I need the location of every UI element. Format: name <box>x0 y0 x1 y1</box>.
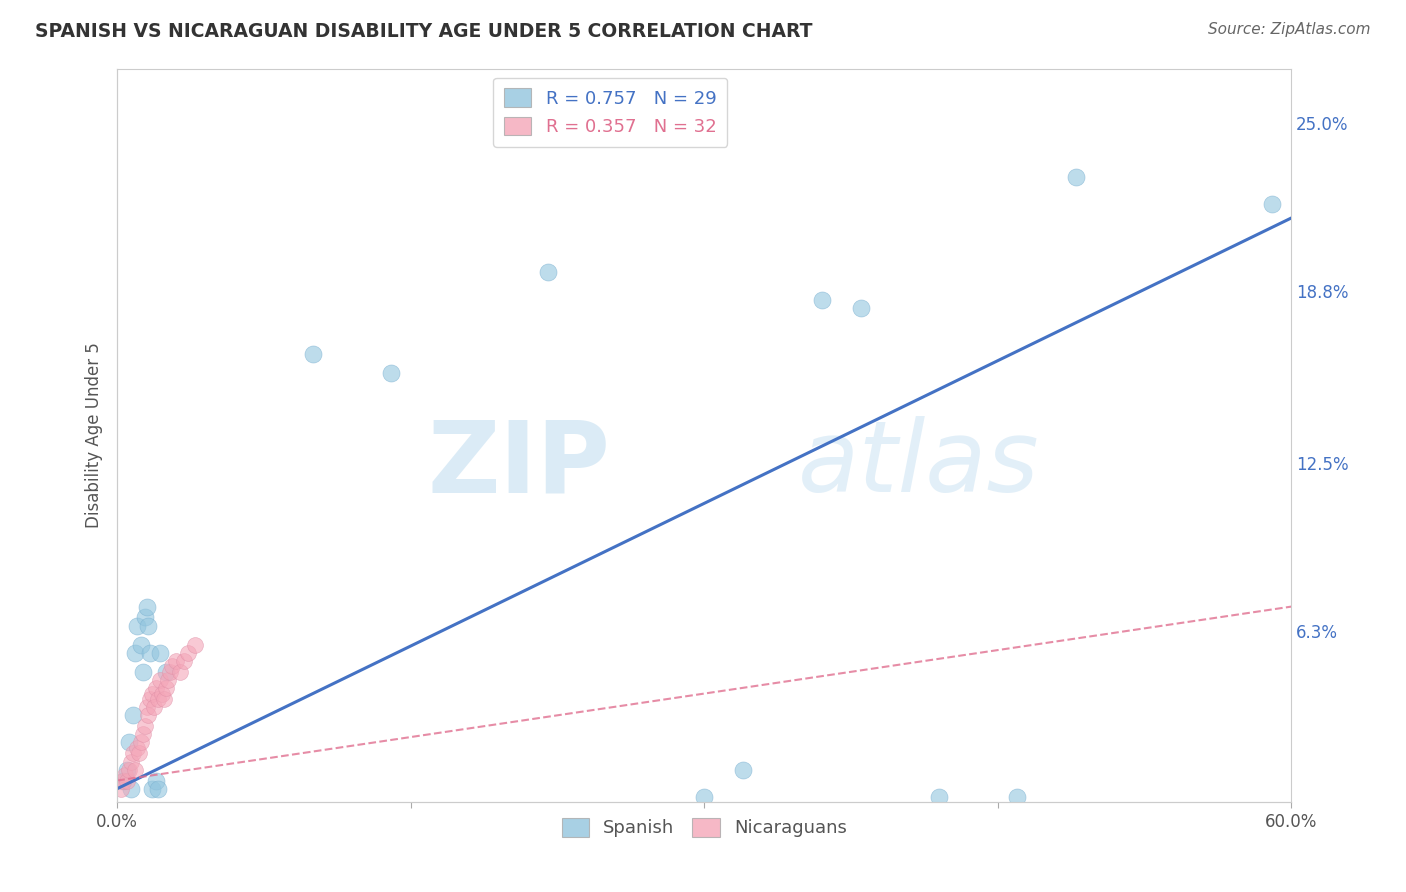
Point <box>143 700 166 714</box>
Point <box>120 755 142 769</box>
Point <box>149 673 172 687</box>
Point <box>121 708 143 723</box>
Point <box>733 763 755 777</box>
Point <box>115 763 138 777</box>
Point <box>112 773 135 788</box>
Point <box>149 646 172 660</box>
Point <box>118 763 141 777</box>
Point <box>128 747 150 761</box>
Point <box>110 781 132 796</box>
Point <box>145 681 167 695</box>
Point <box>112 773 135 788</box>
Point <box>118 735 141 749</box>
Point <box>114 768 136 782</box>
Y-axis label: Disability Age Under 5: Disability Age Under 5 <box>86 343 103 528</box>
Point <box>148 781 170 796</box>
Point <box>849 301 872 315</box>
Point <box>139 692 162 706</box>
Text: Source: ZipAtlas.com: Source: ZipAtlas.com <box>1208 22 1371 37</box>
Point <box>1007 789 1029 804</box>
Point <box>135 700 157 714</box>
Point <box>124 646 146 660</box>
Point <box>134 610 156 624</box>
Point <box>135 599 157 614</box>
Point <box>129 638 152 652</box>
Point <box>115 773 138 788</box>
Point <box>139 646 162 660</box>
Point <box>150 687 173 701</box>
Point <box>1064 170 1087 185</box>
Text: atlas: atlas <box>799 417 1040 513</box>
Point <box>125 618 148 632</box>
Point <box>380 366 402 380</box>
Point <box>141 687 163 701</box>
Legend: Spanish, Nicaraguans: Spanish, Nicaraguans <box>554 811 853 845</box>
Point <box>155 681 177 695</box>
Point <box>138 708 160 723</box>
Point <box>134 719 156 733</box>
Point <box>157 673 180 687</box>
Point <box>176 646 198 660</box>
Point <box>810 293 832 307</box>
Point <box>153 692 176 706</box>
Point <box>120 781 142 796</box>
Point <box>537 265 560 279</box>
Point <box>693 789 716 804</box>
Point <box>131 727 153 741</box>
Point <box>160 659 183 673</box>
Point <box>131 665 153 679</box>
Point <box>129 735 152 749</box>
Point <box>138 618 160 632</box>
Point <box>159 665 181 679</box>
Text: ZIP: ZIP <box>427 417 610 513</box>
Point <box>125 740 148 755</box>
Point <box>148 692 170 706</box>
Point <box>169 665 191 679</box>
Point <box>302 347 325 361</box>
Point <box>165 654 187 668</box>
Text: SPANISH VS NICARAGUAN DISABILITY AGE UNDER 5 CORRELATION CHART: SPANISH VS NICARAGUAN DISABILITY AGE UND… <box>35 22 813 41</box>
Point <box>1261 197 1284 211</box>
Point <box>124 763 146 777</box>
Point <box>141 781 163 796</box>
Point <box>928 789 950 804</box>
Point <box>121 747 143 761</box>
Point <box>173 654 195 668</box>
Point <box>145 773 167 788</box>
Point <box>184 638 207 652</box>
Point <box>155 665 177 679</box>
